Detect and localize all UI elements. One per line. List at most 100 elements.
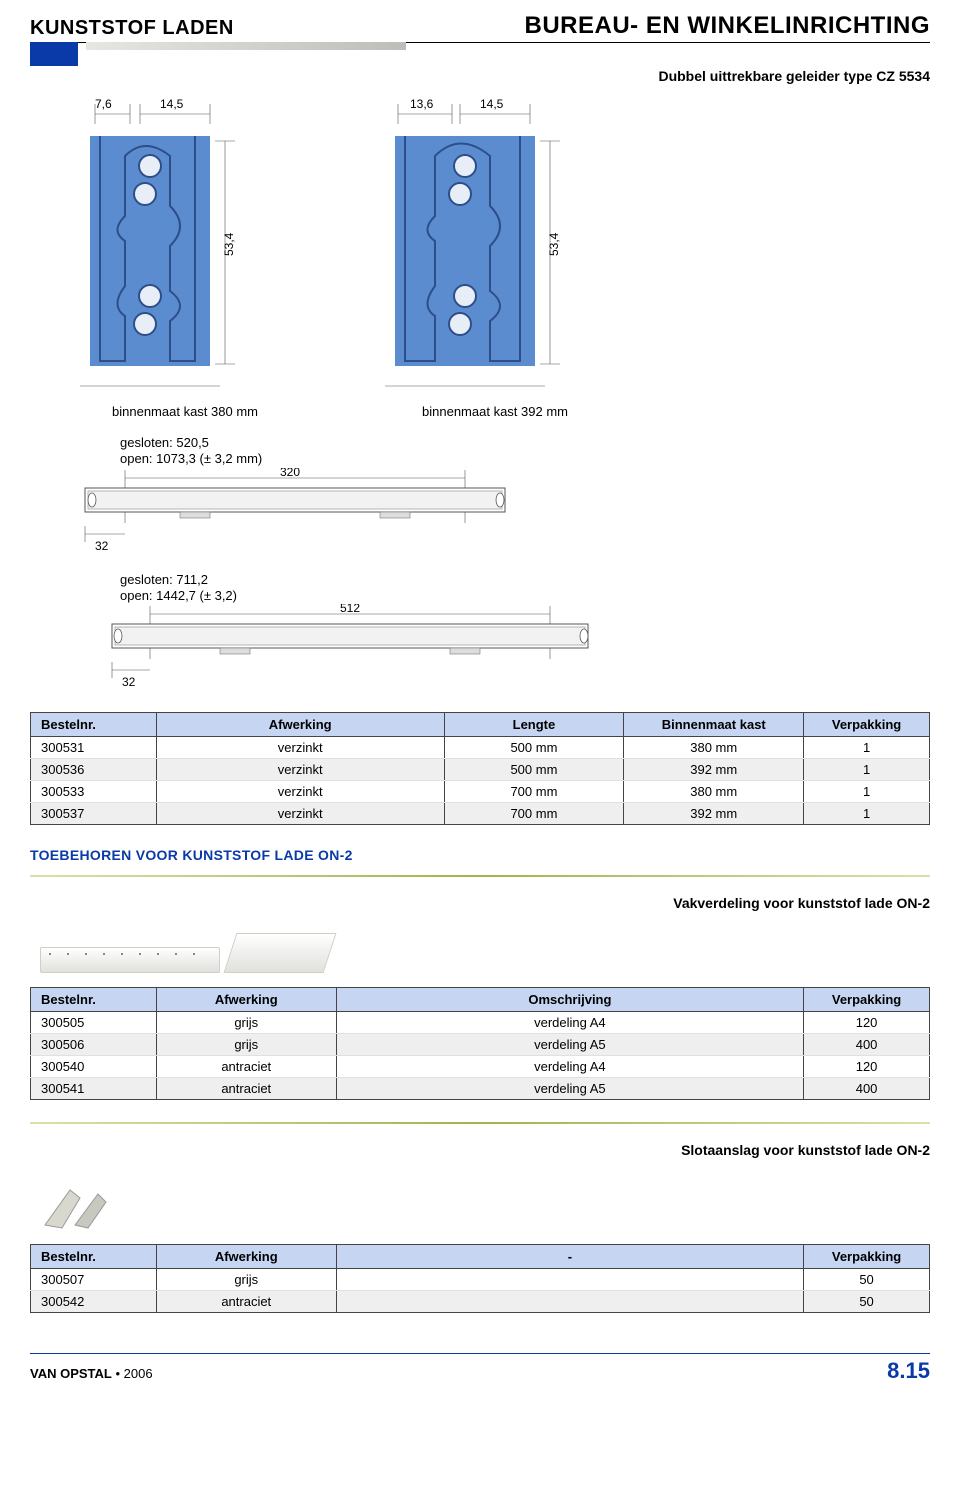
table-geleider: Bestelnr. Afwerking Lengte Binnenmaat ka… — [30, 712, 930, 825]
table-cell: 300506 — [31, 1034, 157, 1056]
table-cell: antraciet — [156, 1291, 336, 1313]
table-cell: verdeling A5 — [336, 1034, 803, 1056]
rail-a-diagram: gesloten: 520,5 open: 1073,3 (± 3,2 mm) … — [30, 419, 930, 568]
t3-h3: Verpakking — [804, 1245, 930, 1269]
rail-b-small: 32 — [122, 675, 136, 689]
table-cell: 300533 — [31, 781, 157, 803]
table-cell — [336, 1291, 803, 1313]
table-cell: 300541 — [31, 1078, 157, 1100]
section1-caption: Dubbel uittrekbare geleider type CZ 5534 — [30, 60, 930, 96]
table-vakverdeling: Bestelnr. Afwerking Omschrijving Verpakk… — [30, 987, 930, 1100]
table-cell: 1 — [804, 737, 930, 759]
profile-diagrams: 7,6 14,5 53,4 binnenmaat kast 380 mm — [30, 96, 930, 419]
table-cell: verzinkt — [156, 781, 444, 803]
slotaanslag-image — [30, 1170, 930, 1236]
rail-a-dim: 320 — [280, 468, 300, 479]
table-cell: 300505 — [31, 1012, 157, 1034]
footer-page: 8.15 — [887, 1358, 930, 1384]
section2-title: TOEBEHOREN VOOR KUNSTSTOF LADE ON-2 — [30, 825, 930, 873]
profile-b-svg: 13,6 14,5 53,4 — [380, 96, 610, 396]
t3-h0: Bestelnr. — [31, 1245, 157, 1269]
t2-h0: Bestelnr. — [31, 988, 157, 1012]
table-cell: verdeling A5 — [336, 1078, 803, 1100]
table-row: 300507grijs50 — [31, 1269, 930, 1291]
profile-b: 13,6 14,5 53,4 binnenmaat kast 392 mm — [380, 96, 610, 419]
section2-rule — [30, 875, 930, 877]
t1-h1: Afwerking — [156, 713, 444, 737]
table-cell: 1 — [804, 759, 930, 781]
table-cell: grijs — [156, 1269, 336, 1291]
table-cell: 700 mm — [444, 781, 624, 803]
t1-body: 300531verzinkt500 mm380 mm1300536verzink… — [31, 737, 930, 825]
table-slotaanslag: Bestelnr. Afwerking - Verpakking 300507g… — [30, 1244, 930, 1313]
table-cell: grijs — [156, 1012, 336, 1034]
t3-h2: - — [336, 1245, 803, 1269]
rail-b-diagram: gesloten: 711,2 open: 1442,7 (± 3,2) 512… — [30, 568, 930, 705]
rail-a-closed: gesloten: 520,5 — [120, 435, 930, 451]
table-cell: 392 mm — [624, 803, 804, 825]
table-cell: verzinkt — [156, 803, 444, 825]
table-cell: verdeling A4 — [336, 1012, 803, 1034]
dim-b-top1: 13,6 — [410, 97, 434, 111]
section3-rule — [30, 1122, 930, 1124]
t2-h3: Verpakking — [804, 988, 930, 1012]
footer-brand: VAN OPSTAL • 2006 — [30, 1366, 153, 1381]
t1-h2: Lengte — [444, 713, 624, 737]
table-row: 300537verzinkt700 mm392 mm1 — [31, 803, 930, 825]
table-cell: verzinkt — [156, 759, 444, 781]
table-cell: 300542 — [31, 1291, 157, 1313]
table-cell: 400 — [804, 1078, 930, 1100]
table-row: 300533verzinkt700 mm380 mm1 — [31, 781, 930, 803]
table-cell: 700 mm — [444, 803, 624, 825]
profile-a: 7,6 14,5 53,4 binnenmaat kast 380 mm — [70, 96, 300, 419]
dim-a-top1: 7,6 — [95, 97, 112, 111]
t3-h1: Afwerking — [156, 1245, 336, 1269]
table-cell: 300540 — [31, 1056, 157, 1078]
table-cell: 500 mm — [444, 737, 624, 759]
section3-caption: Slotaanslag voor kunststof lade ON-2 — [30, 1134, 930, 1170]
t2-h2: Omschrijving — [336, 988, 803, 1012]
table-cell: 1 — [804, 803, 930, 825]
table-cell: 50 — [804, 1269, 930, 1291]
dim-b-side: 53,4 — [547, 232, 561, 256]
t2-h1: Afwerking — [156, 988, 336, 1012]
page-footer: VAN OPSTAL • 2006 8.15 — [0, 1313, 960, 1398]
table-row: 300505grijsverdeling A4120 — [31, 1012, 930, 1034]
rail-a-small: 32 — [95, 539, 109, 553]
table-cell: 300531 — [31, 737, 157, 759]
dim-a-side: 53,4 — [222, 232, 236, 256]
rail-b-svg: 512 32 — [70, 604, 630, 694]
header-stripe — [0, 40, 960, 50]
table-row: 300536verzinkt500 mm392 mm1 — [31, 759, 930, 781]
rail-b-open: open: 1442,7 (± 3,2) — [120, 588, 930, 604]
table-cell: grijs — [156, 1034, 336, 1056]
table-cell: 380 mm — [624, 781, 804, 803]
rail-a-svg: 320 32 — [70, 468, 570, 558]
table-cell — [336, 1269, 803, 1291]
t1-h3: Binnenmaat kast — [624, 713, 804, 737]
table-cell: 392 mm — [624, 759, 804, 781]
table-row: 300506grijsverdeling A5400 — [31, 1034, 930, 1056]
dim-b-top2: 14,5 — [480, 97, 504, 111]
t2-body: 300505grijsverdeling A4120300506grijsver… — [31, 1012, 930, 1100]
table-row: 300531verzinkt500 mm380 mm1 — [31, 737, 930, 759]
t3-body: 300507grijs50300542antraciet50 — [31, 1269, 930, 1313]
page-header: KUNSTSTOF LADEN BUREAU- EN WINKELINRICHT… — [0, 0, 960, 40]
rail-b-dim: 512 — [340, 604, 360, 615]
table-row: 300540antracietverdeling A4120 — [31, 1056, 930, 1078]
table-cell: verdeling A4 — [336, 1056, 803, 1078]
rail-a-open: open: 1073,3 (± 3,2 mm) — [120, 451, 930, 467]
table-row: 300542antraciet 50 — [31, 1291, 930, 1313]
table-cell: 400 — [804, 1034, 930, 1056]
table-cell: 120 — [804, 1056, 930, 1078]
table-cell: 300536 — [31, 759, 157, 781]
table-cell: 120 — [804, 1012, 930, 1034]
profile-b-label: binnenmaat kast 392 mm — [380, 399, 610, 419]
table-cell: 50 — [804, 1291, 930, 1313]
dim-a-top2: 14,5 — [160, 97, 184, 111]
vakverdeling-image — [30, 923, 930, 979]
rail-b-closed: gesloten: 711,2 — [120, 572, 930, 588]
table-cell: antraciet — [156, 1056, 336, 1078]
header-left: KUNSTSTOF LADEN — [30, 17, 234, 40]
table-cell: verzinkt — [156, 737, 444, 759]
